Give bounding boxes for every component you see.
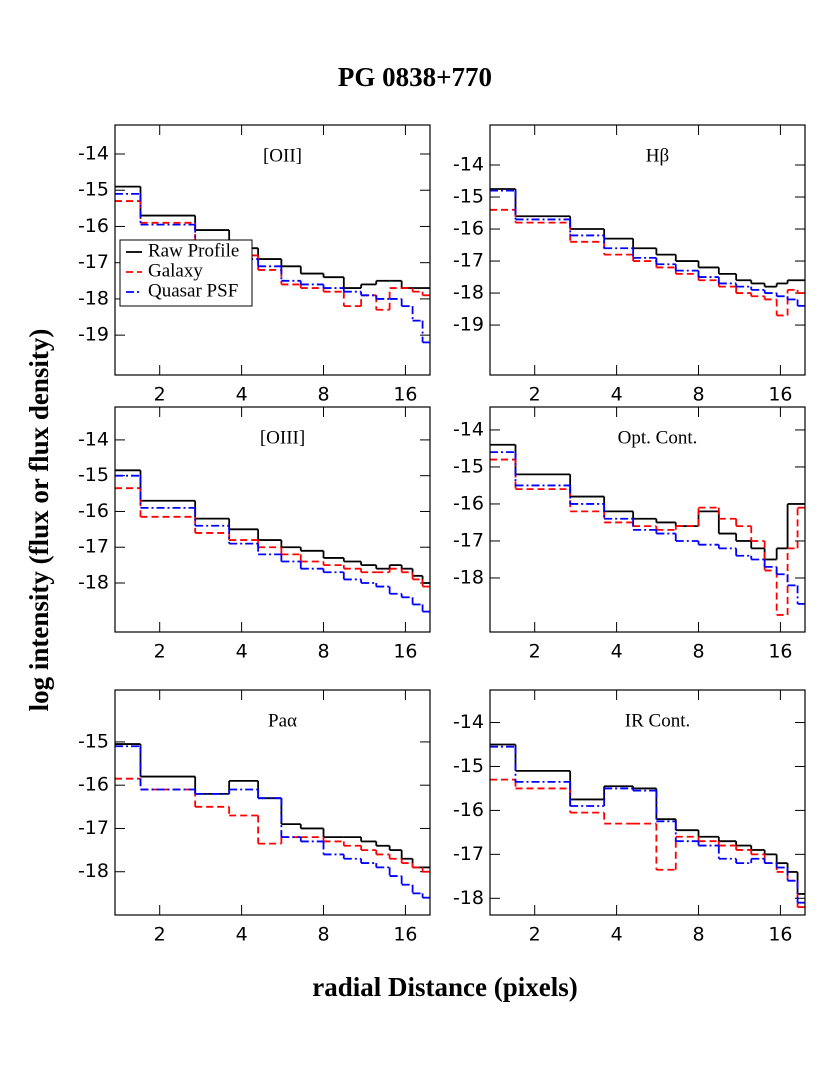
y-tick-label: -15 bbox=[78, 179, 109, 201]
y-tick-label: -14 bbox=[453, 711, 484, 733]
legend-box bbox=[119, 239, 253, 307]
y-axis-label: log intensity (flux or flux density) bbox=[24, 329, 54, 712]
legend-label: Raw Profile bbox=[148, 240, 239, 261]
y-tick-label: -16 bbox=[78, 500, 109, 522]
y-tick-label: -14 bbox=[78, 428, 109, 450]
y-tick-label: -16 bbox=[453, 799, 484, 821]
x-axis-label: radial Distance (pixels) bbox=[312, 972, 577, 1002]
x-tick-label: 16 bbox=[393, 384, 417, 406]
legend-label: Galaxy bbox=[148, 260, 203, 281]
x-tick-label: 2 bbox=[529, 384, 541, 406]
y-tick-label: -19 bbox=[453, 314, 484, 336]
panel-title: [OIII] bbox=[260, 427, 305, 448]
y-tick-label: -18 bbox=[453, 566, 484, 588]
x-tick-label: 8 bbox=[317, 641, 329, 663]
y-tick-label: -14 bbox=[453, 154, 484, 176]
y-tick-label: -17 bbox=[453, 529, 484, 551]
x-tick-label: 4 bbox=[611, 641, 623, 663]
panel-title: IR Cont. bbox=[625, 710, 690, 731]
x-tick-label: 2 bbox=[154, 384, 166, 406]
legend-label: Quasar PSF bbox=[148, 280, 238, 301]
panel-title: Opt. Cont. bbox=[618, 427, 698, 448]
x-tick-label: 4 bbox=[236, 641, 248, 663]
y-tick-label: -15 bbox=[78, 730, 109, 752]
x-tick-label: 8 bbox=[692, 384, 704, 406]
x-tick-label: 8 bbox=[317, 384, 329, 406]
y-tick-label: -17 bbox=[453, 843, 484, 865]
x-tick-label: 4 bbox=[611, 924, 623, 946]
x-tick-label: 8 bbox=[692, 924, 704, 946]
plot-area bbox=[490, 443, 805, 616]
y-tick-label: -17 bbox=[453, 250, 484, 272]
panel-frame bbox=[114, 406, 431, 633]
y-tick-label: -15 bbox=[453, 455, 484, 477]
figure-title: PG 0838+770 bbox=[338, 62, 492, 92]
x-tick-label: 8 bbox=[692, 641, 704, 663]
x-tick-label: 16 bbox=[768, 641, 792, 663]
panel-frame bbox=[489, 406, 806, 633]
x-tick-label: 16 bbox=[768, 384, 792, 406]
y-tick-label: -15 bbox=[78, 464, 109, 486]
y-tick-label: -16 bbox=[78, 774, 109, 796]
x-tick-label: 2 bbox=[154, 924, 166, 946]
panel-frame bbox=[489, 689, 806, 916]
y-tick-label: -15 bbox=[453, 755, 484, 777]
x-tick-label: 4 bbox=[611, 384, 623, 406]
y-tick-label: -18 bbox=[78, 571, 109, 593]
y-tick-label: -18 bbox=[453, 282, 484, 304]
y-tick-label: -16 bbox=[78, 215, 109, 237]
y-tick-label: -18 bbox=[453, 887, 484, 909]
panel-title: [OII] bbox=[263, 145, 302, 166]
y-tick-label: -16 bbox=[453, 492, 484, 514]
panel-title: Hβ bbox=[646, 145, 669, 166]
x-tick-label: 16 bbox=[768, 924, 792, 946]
x-tick-label: 8 bbox=[317, 924, 329, 946]
x-tick-label: 4 bbox=[236, 384, 248, 406]
y-tick-label: -14 bbox=[453, 418, 484, 440]
y-tick-label: -17 bbox=[78, 817, 109, 839]
x-tick-label: 2 bbox=[154, 641, 166, 663]
plot-area bbox=[115, 743, 430, 899]
panel-title: Paα bbox=[268, 710, 297, 731]
plot-area bbox=[490, 743, 805, 908]
plot-area bbox=[115, 469, 430, 613]
panel-frame bbox=[114, 689, 431, 916]
y-tick-label: -16 bbox=[453, 218, 484, 240]
x-tick-label: 16 bbox=[393, 924, 417, 946]
x-tick-label: 2 bbox=[529, 924, 541, 946]
y-tick-label: -19 bbox=[78, 324, 109, 346]
y-tick-label: -18 bbox=[78, 860, 109, 882]
y-tick-label: -15 bbox=[453, 186, 484, 208]
panel-frame bbox=[114, 124, 431, 376]
y-tick-label: -18 bbox=[78, 287, 109, 309]
y-tick-label: -17 bbox=[78, 251, 109, 273]
x-tick-label: 4 bbox=[236, 924, 248, 946]
y-tick-label: -14 bbox=[78, 142, 109, 164]
panel-frame bbox=[489, 124, 806, 376]
y-tick-label: -17 bbox=[78, 536, 109, 558]
x-tick-label: 2 bbox=[529, 641, 541, 663]
x-tick-label: 16 bbox=[393, 641, 417, 663]
plot-area bbox=[490, 188, 805, 317]
